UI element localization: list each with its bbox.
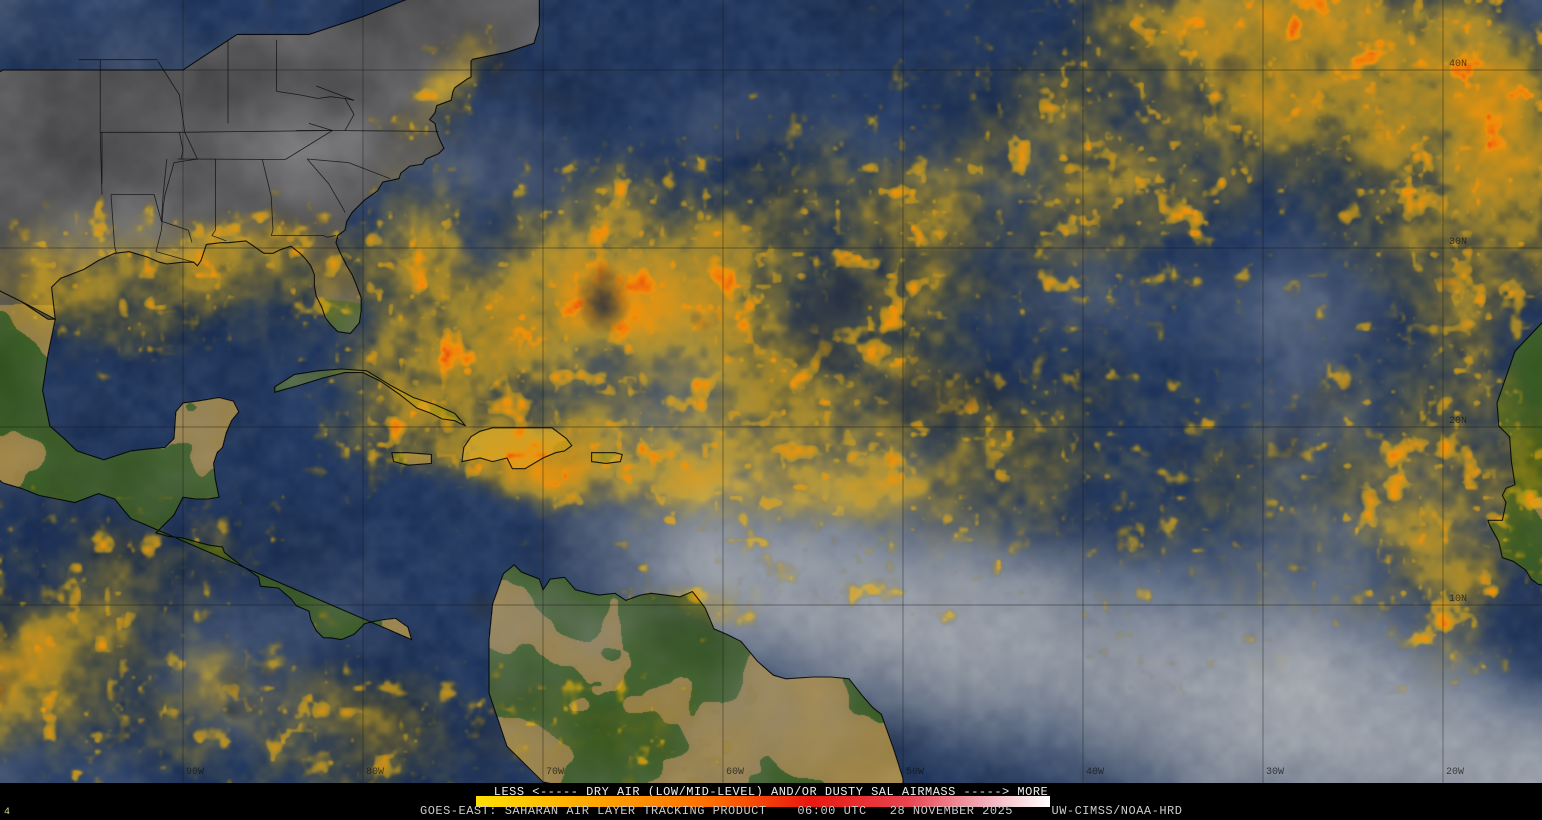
svg-text:40N: 40N — [1449, 59, 1467, 70]
svg-text:70W: 70W — [546, 767, 564, 778]
svg-text:80W: 80W — [366, 767, 384, 778]
svg-text:20W: 20W — [1446, 767, 1464, 778]
svg-text:30N: 30N — [1449, 237, 1467, 248]
svg-text:60W: 60W — [726, 767, 744, 778]
svg-text:50W: 50W — [906, 767, 924, 778]
svg-text:90W: 90W — [186, 767, 204, 778]
svg-text:10N: 10N — [1449, 594, 1467, 605]
svg-text:40W: 40W — [1086, 767, 1104, 778]
svg-text:20N: 20N — [1449, 416, 1467, 427]
svg-text:30W: 30W — [1266, 767, 1284, 778]
